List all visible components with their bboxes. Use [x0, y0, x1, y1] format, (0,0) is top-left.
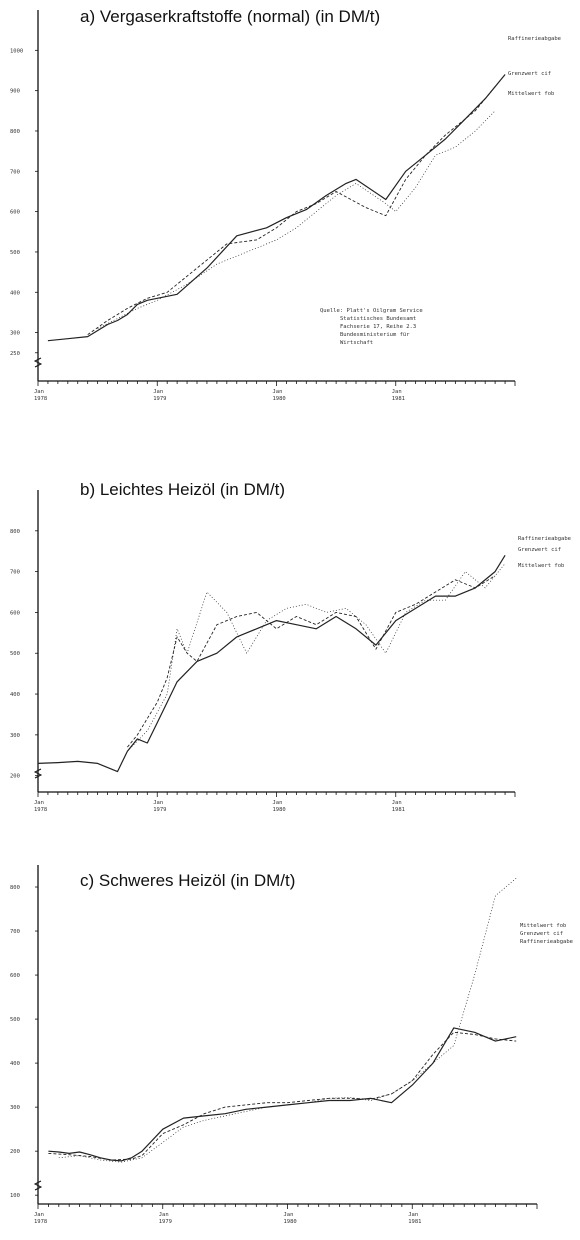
chart-a-legend-1: Raffinerieabgabe: [508, 36, 561, 42]
y-tick-label: 700: [10, 169, 20, 175]
chart-a-title: a) Vergaserkraftstoffe (normal) (in DM/t…: [80, 7, 381, 26]
y-tick-label: 400: [10, 1061, 20, 1067]
chart-a-legend-3: Mittelwert fob: [508, 91, 555, 97]
x-tick-label: 1980: [273, 396, 286, 402]
y-tick-label: 200: [10, 1149, 20, 1155]
chart-c-title: c) Schweres Heizöl (in DM/t): [80, 871, 296, 890]
x-tick-label: 1980: [273, 807, 286, 813]
x-tick-label: Jan: [34, 800, 44, 806]
chart-b-legend-1: Raffinerieabgabe: [518, 536, 571, 542]
y-tick-label: 400: [10, 692, 20, 698]
y-tick-label: 500: [10, 250, 20, 256]
y-tick-label: 200: [10, 774, 20, 780]
x-tick-label: 1979: [159, 1219, 172, 1225]
y-tick-label: 800: [10, 885, 20, 891]
x-tick-label: Jan: [408, 1212, 418, 1218]
axis-break: [33, 1180, 43, 1191]
chart-b-svg: Jan1978Jan1979Jan1980Jan1981200300400500…: [10, 490, 516, 813]
chart-a-source-4: Bundesministerium für: [340, 332, 410, 338]
series-line-3: [127, 563, 506, 752]
x-tick-label: 1981: [392, 807, 405, 813]
chart-panel-b: Jan 1978 Jan 1979 Jan 1980 Jan 1981 200 300 400 500…: [0, 410, 580, 830]
axis-break: [33, 357, 43, 368]
chart-a-source-5: Wirtschaft: [340, 340, 374, 346]
x-tick-label: Jan: [284, 1212, 294, 1218]
chart-panel-a: Jan 1978 Jan 1979 Jan 1980 Jan 1981 250 300 400 500…: [0, 0, 580, 410]
x-tick-label: Jan: [34, 389, 44, 395]
chart-b-legend-3: Mittelwert fob: [518, 563, 565, 569]
y-tick-label: 500: [10, 1017, 20, 1023]
y-tick-label: 100: [10, 1193, 20, 1199]
x-tick-label: 1981: [392, 396, 405, 402]
chart-b-legend-2: Grenzwert cif: [518, 547, 562, 553]
series-line-1: [37, 554, 506, 773]
y-tick-label: 700: [10, 570, 20, 576]
y-tick-label: 300: [10, 331, 20, 337]
chart-a-source-2: Statistisches Bundesamt: [340, 316, 417, 322]
series-line-3: [97, 110, 496, 329]
x-tick-label: 1978: [34, 396, 47, 402]
x-tick-label: 1979: [153, 396, 166, 402]
y-tick-label: 600: [10, 610, 20, 616]
x-tick-label: Jan: [159, 1212, 169, 1218]
series-line-2: [127, 575, 496, 748]
axis-break: [33, 768, 43, 779]
y-tick-label: 1000: [10, 48, 23, 54]
x-tick-label: 1979: [153, 807, 166, 813]
chart-b-title: b) Leichtes Heizöl (in DM/t): [80, 480, 286, 499]
x-tick-label: Jan: [153, 389, 163, 395]
y-tick-label: 800: [10, 529, 20, 535]
chart-a-source-3: Fachserie 17, Reihe 2.3: [340, 324, 417, 330]
y-tick-label: 250: [10, 351, 20, 357]
chart-a-source-1: Quelle: Platt's Oilgram Service: [320, 308, 423, 314]
x-tick-label: 1980: [284, 1219, 297, 1225]
x-tick-label: Jan: [273, 389, 283, 395]
x-tick-label: Jan: [392, 800, 402, 806]
y-tick-label: 500: [10, 651, 20, 657]
y-tick-label: 900: [10, 89, 20, 95]
x-tick-label: Jan: [153, 800, 163, 806]
y-tick-label: 600: [10, 210, 20, 216]
x-tick-label: 1978: [34, 1219, 47, 1225]
x-tick-label: Jan: [273, 800, 283, 806]
series-line-2: [87, 86, 496, 335]
y-tick-label: 400: [10, 290, 20, 296]
y-tick-label: 300: [10, 1105, 20, 1111]
y-tick-label: 300: [10, 733, 20, 739]
chart-c-svg: Jan1978Jan1979Jan1980Jan1981100200300400…: [10, 865, 538, 1225]
chart-c-legend-2: Grenzwert cif: [520, 931, 564, 937]
y-tick-label: 600: [10, 973, 20, 979]
x-tick-label: Jan: [392, 389, 402, 395]
y-tick-label: 800: [10, 129, 20, 135]
series-line-1: [48, 1027, 517, 1162]
chart-panel-c: Jan 1978 Jan 1979 Jan 1980 Jan 1981 100 200 300 400…: [0, 830, 580, 1240]
y-tick-label: 700: [10, 929, 20, 935]
x-tick-label: Jan: [34, 1212, 44, 1218]
series-line-3: [58, 877, 517, 1163]
chart-c-legend-1: Mittelwert fob: [520, 923, 567, 929]
series-line-2: [48, 1031, 517, 1161]
chart-a-legend-2: Grenzwert cif: [508, 71, 552, 77]
chart-c-legend-3: Raffinerieabgabe: [520, 939, 573, 945]
chart-a-svg: Jan1978Jan1979Jan1980Jan1981250300400500…: [10, 10, 516, 402]
x-tick-label: 1978: [34, 807, 47, 813]
series-line-1: [47, 74, 506, 342]
x-tick-label: 1981: [408, 1219, 421, 1225]
